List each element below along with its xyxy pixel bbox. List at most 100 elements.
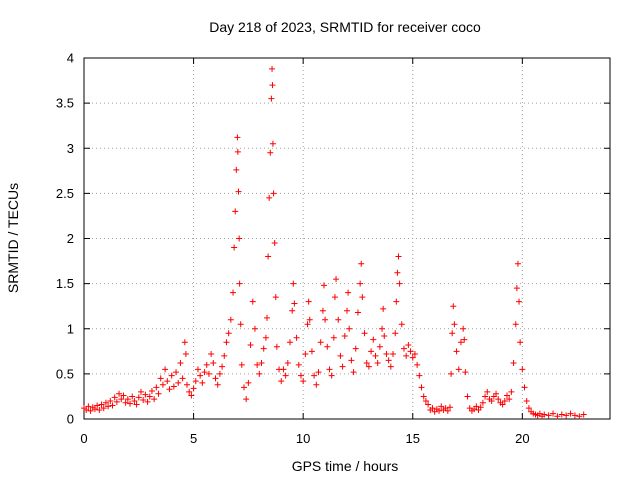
data-point	[320, 282, 327, 289]
y-tick-label: 2.5	[56, 186, 74, 201]
data-point	[395, 253, 402, 260]
data-point	[127, 400, 134, 407]
data-point	[333, 276, 340, 283]
data-point	[237, 321, 244, 328]
x-tick-labels: 0 5 10 15 20	[80, 431, 529, 446]
data-point	[525, 405, 532, 412]
data-point	[350, 369, 357, 376]
data-point	[236, 280, 243, 287]
data-point	[266, 194, 273, 201]
plot-frame	[83, 57, 611, 420]
grid	[84, 58, 610, 419]
data-point	[205, 370, 212, 377]
data-point	[256, 370, 263, 377]
data-point	[493, 390, 500, 397]
data-point	[203, 361, 210, 368]
data-point	[111, 394, 118, 401]
data-point	[407, 348, 414, 355]
data-point	[541, 411, 548, 418]
data-point	[484, 388, 491, 395]
data-point	[512, 321, 519, 328]
data-point	[251, 325, 258, 332]
data-point	[192, 378, 199, 385]
data-points	[81, 65, 587, 420]
data-point	[197, 372, 204, 379]
data-point	[122, 399, 129, 406]
data-point	[517, 339, 524, 346]
data-point	[91, 406, 98, 413]
data-point	[394, 269, 401, 276]
data-point	[311, 372, 318, 379]
data-point	[290, 280, 297, 287]
data-point	[387, 363, 394, 370]
chart-title: Day 218 of 2023, SRMTID for receiver coc…	[209, 19, 481, 35]
data-point	[409, 354, 416, 361]
data-point	[230, 289, 237, 296]
data-point	[137, 388, 144, 395]
data-point	[113, 398, 120, 405]
data-point	[98, 401, 105, 408]
x-tick-label: 15	[406, 431, 420, 446]
data-point	[170, 383, 177, 390]
data-point	[396, 280, 403, 287]
data-point	[289, 307, 296, 314]
x-tick-label: 0	[80, 431, 87, 446]
data-point	[438, 403, 445, 410]
data-point	[102, 399, 109, 406]
data-point	[326, 366, 333, 373]
data-point	[330, 334, 337, 341]
data-point	[550, 410, 557, 417]
data-point	[287, 339, 294, 346]
data-point	[405, 341, 412, 348]
data-point	[179, 375, 186, 382]
data-point	[249, 298, 256, 305]
data-point	[124, 396, 131, 403]
data-point	[416, 372, 423, 379]
data-point	[328, 372, 335, 379]
data-point	[359, 294, 366, 301]
data-point	[464, 393, 471, 400]
data-point	[278, 378, 285, 385]
data-point	[444, 407, 451, 414]
y-tick-label: 3.5	[56, 96, 74, 111]
data-point	[270, 190, 277, 197]
data-point	[295, 361, 302, 368]
data-point	[100, 405, 107, 412]
data-point	[365, 363, 372, 370]
data-point	[216, 370, 223, 377]
data-point	[232, 208, 239, 215]
y-tick-label: 2	[67, 231, 74, 246]
data-point	[194, 366, 201, 373]
data-point	[317, 339, 324, 346]
data-point	[214, 381, 221, 388]
data-point	[425, 401, 432, 408]
data-point	[506, 396, 513, 403]
data-point	[385, 357, 392, 364]
data-point	[324, 343, 331, 350]
data-point	[383, 351, 390, 358]
data-point	[235, 188, 242, 195]
data-point	[225, 330, 232, 337]
data-point	[129, 393, 136, 400]
data-point	[269, 65, 276, 72]
data-point	[162, 366, 169, 373]
data-point	[157, 375, 164, 382]
data-point	[182, 351, 189, 358]
data-point	[501, 397, 508, 404]
data-point	[335, 316, 342, 323]
data-point	[448, 370, 455, 377]
data-point	[153, 384, 160, 391]
data-point	[523, 397, 530, 404]
data-point	[240, 384, 247, 391]
data-point	[358, 260, 365, 267]
data-point	[175, 379, 182, 386]
data-point	[357, 280, 364, 287]
data-point	[414, 361, 421, 368]
data-point	[462, 369, 469, 376]
data-point	[495, 396, 502, 403]
data-point	[140, 397, 147, 404]
data-point	[269, 82, 276, 89]
data-point	[339, 363, 346, 370]
data-point	[234, 148, 241, 155]
